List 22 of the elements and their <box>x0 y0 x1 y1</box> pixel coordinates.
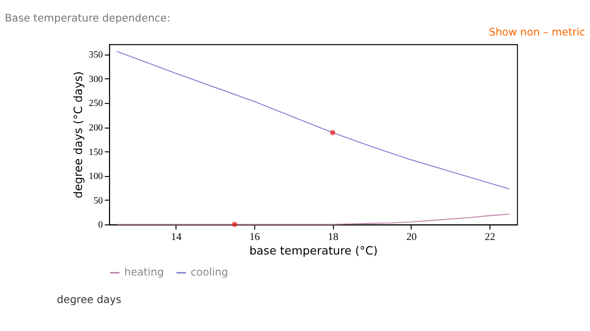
y-tick-label: 250 <box>88 99 104 110</box>
y-tick-label: 350 <box>88 50 104 61</box>
x-axis-title: base temperature (°C) <box>249 243 378 258</box>
x-tick-label: 16 <box>249 232 260 244</box>
x-tick-label: 18 <box>328 232 338 244</box>
chart-title: Base temperature dependence: <box>4 12 170 24</box>
x-tick-label: 14 <box>171 232 182 244</box>
text: degree days <box>56 294 122 306</box>
y-tick-label: 100 <box>88 172 104 182</box>
y-tick-label: 0 <box>98 220 104 231</box>
y-axis-title: degree days (°C days) <box>71 71 86 198</box>
legend-label: heating <box>124 266 164 279</box>
y-tick-label: 300 <box>88 74 104 85</box>
text: Show non – metric <box>488 26 586 39</box>
line-series <box>116 50 510 190</box>
legend-label: cooling <box>190 266 228 279</box>
y-tick-label: 200 <box>88 124 104 134</box>
y-tick-label: 150 <box>88 148 104 158</box>
x-tick-label: 20 <box>406 232 417 244</box>
x-tick-label: 22 <box>484 232 496 244</box>
y-tick-label: 50 <box>93 196 104 206</box>
line-series <box>116 214 510 225</box>
